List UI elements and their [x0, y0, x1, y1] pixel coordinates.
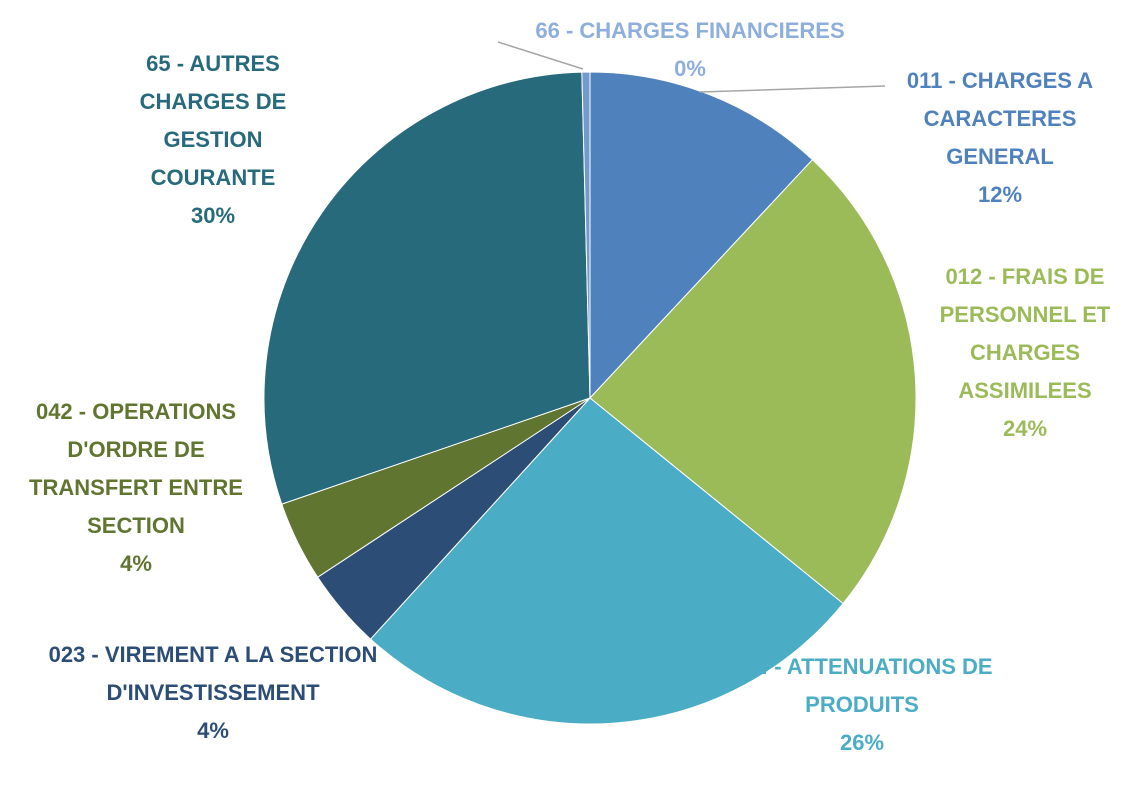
data-label: 011 - CHARGES A CARACTERES GENERAL 12%	[875, 62, 1125, 214]
value-label: 0%	[674, 56, 706, 81]
value-label: 4%	[197, 718, 229, 743]
category-label: 012 - FRAIS DE PERSONNEL ET CHARGES ASSI…	[939, 264, 1111, 403]
pie-slice	[369, 397, 844, 725]
category-label: 023 - VIREMENT A LA SECTION D'INVESTISSE…	[48, 642, 378, 705]
data-label: 65 - AUTRES CHARGES DE GESTION COURANTE 3…	[113, 45, 313, 235]
leader-line	[699, 85, 886, 93]
data-label: 023 - VIREMENT A LA SECTION D'INVESTISSE…	[3, 636, 423, 750]
data-label: 66 - CHARGES FINANCIERES 0%	[480, 12, 900, 88]
data-label: 042 - OPERATIONS D'ORDRE DE TRANSFERT EN…	[1, 393, 271, 583]
value-label: 4%	[120, 551, 152, 576]
pie-slice	[581, 71, 591, 399]
value-label: 12%	[977, 182, 1023, 207]
data-label: 014 - ATTENUATIONS DE PRODUITS 26%	[727, 648, 997, 762]
value-label: 26%	[839, 730, 885, 755]
pie-slice	[589, 158, 917, 605]
category-label: 014 - ATTENUATIONS DE PRODUITS	[731, 654, 993, 717]
value-label: 24%	[1002, 416, 1048, 441]
category-label: 011 - CHARGES A CARACTERES GENERAL	[906, 68, 1094, 169]
category-label: 66 - CHARGES FINANCIERES	[535, 18, 845, 43]
slices	[263, 71, 917, 725]
value-label: 30%	[190, 203, 236, 228]
pie-slice	[263, 71, 591, 505]
leader-line	[497, 41, 584, 70]
category-label: 042 - OPERATIONS D'ORDRE DE TRANSFERT EN…	[29, 399, 243, 538]
data-label: 012 - FRAIS DE PERSONNEL ET CHARGES ASSI…	[930, 258, 1120, 448]
pie-slice	[589, 71, 814, 400]
category-label: 65 - AUTRES CHARGES DE GESTION COURANTE	[139, 51, 287, 190]
